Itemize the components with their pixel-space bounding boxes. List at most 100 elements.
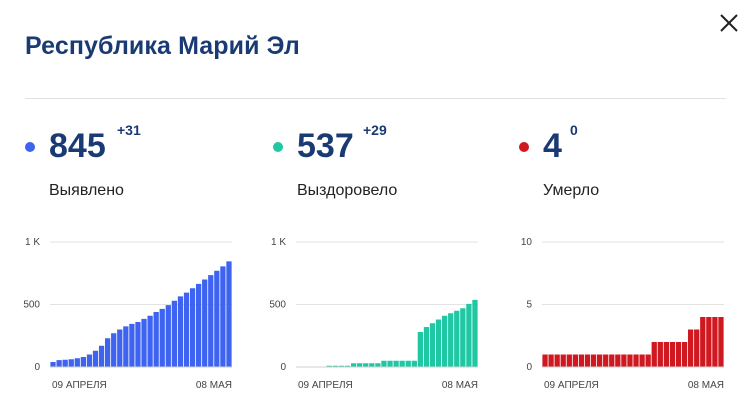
recovered-bar (363, 363, 369, 367)
deaths-dot-icon (519, 142, 529, 152)
deaths-bar (621, 354, 627, 367)
recovered-bar (460, 308, 466, 367)
deaths-y-tick-label: 5 (526, 300, 532, 311)
recovered-x-tick-label: 08 МАЯ (442, 380, 478, 391)
deaths-bar (627, 354, 633, 367)
close-icon[interactable] (716, 10, 742, 36)
recovered-bar (393, 360, 399, 367)
detected-label: Выявлено (49, 182, 124, 199)
recovered-count: 537 (297, 127, 354, 165)
deaths-bar (639, 354, 645, 367)
deaths-y-tick-label: 0 (526, 362, 532, 373)
deaths-bar (615, 354, 621, 367)
recovered-bar (417, 332, 423, 367)
detected-bar (129, 323, 135, 367)
detected-bar (153, 312, 159, 367)
deaths-bar (669, 342, 676, 367)
deaths-bar (578, 354, 585, 367)
detected-bar (56, 360, 62, 367)
recovered-bar (448, 313, 454, 367)
deaths-bar (590, 354, 597, 367)
deaths-bar (688, 329, 694, 367)
deaths-y-tick-label: 10 (521, 237, 533, 248)
recovered-bar (466, 303, 472, 367)
recovered-bar (357, 363, 363, 367)
detected-bar (117, 329, 123, 367)
detected-bar (141, 318, 147, 367)
deaths-label: Умерло (543, 182, 600, 199)
recovered-bar (399, 360, 405, 367)
deaths-bar (548, 354, 554, 367)
recovered-label: Выздоровело (297, 182, 398, 199)
recovered-y-tick-label: 0 (280, 362, 286, 373)
detected-bar (86, 354, 93, 367)
deaths-bar (584, 354, 591, 367)
detected-bar (171, 300, 177, 367)
deaths-bar (675, 342, 682, 367)
detected-count: 845 (49, 127, 106, 165)
recovered-bar (442, 315, 448, 367)
detected-y-tick-label: 1 K (25, 237, 40, 248)
detected-bar (147, 315, 153, 367)
deaths-bar (663, 342, 669, 367)
deaths-bar (651, 342, 657, 367)
detected-bar (165, 305, 171, 367)
detected-bar (202, 279, 208, 367)
recovered-bar (381, 360, 387, 367)
recovered-bar (454, 310, 460, 367)
recovered-bar (387, 360, 393, 367)
deaths-bar (700, 317, 706, 367)
deaths-bar (694, 329, 700, 367)
recovered-bar (375, 363, 381, 367)
deaths-bar (542, 354, 548, 367)
deaths-bar (645, 354, 651, 367)
recovered-bar (411, 360, 417, 367)
detected-bar (68, 359, 74, 367)
detected-y-tick-label: 0 (34, 362, 40, 373)
detected-delta: +31 (117, 122, 141, 138)
detected-bar (226, 261, 232, 367)
detected-bar (123, 326, 129, 367)
deaths-count: 4 (543, 127, 562, 165)
deaths-delta: 0 (570, 122, 578, 138)
recovered-y-tick-label: 1 K (271, 237, 286, 248)
stat-deaths: 4 0 Умерло (519, 120, 739, 210)
recovered-delta: +29 (363, 122, 387, 138)
recovered-bar (332, 365, 339, 367)
deaths-bar (657, 342, 663, 367)
deaths-bar (706, 317, 712, 367)
detected-bar (183, 292, 190, 367)
detected-bar (80, 357, 86, 367)
chart-recovered: 0 500 1 K 09 АПРЕЛЯ 08 МАЯ (266, 228, 486, 405)
detected-bar (189, 288, 196, 367)
detected-bar (135, 322, 141, 367)
detected-bar (111, 333, 117, 367)
detected-x-tick-label: 09 АПРЕЛЯ (52, 380, 107, 391)
divider (25, 98, 726, 99)
deaths-bar (572, 354, 578, 367)
detected-bar (50, 362, 56, 367)
deaths-bar (560, 354, 566, 367)
page-title: Республика Марий Эл (25, 32, 300, 60)
detected-bar (98, 345, 105, 367)
deaths-bar (609, 354, 615, 367)
recovered-bar (405, 360, 411, 367)
deaths-bar (603, 354, 609, 367)
detected-bar (159, 308, 165, 367)
recovered-bar (472, 299, 478, 367)
detected-bar (92, 350, 99, 367)
chart-detected: 0 500 1 K 09 АПРЕЛЯ 08 МАЯ (20, 228, 240, 405)
recovered-bar (435, 319, 442, 367)
detected-x-tick-label: 08 МАЯ (196, 380, 232, 391)
deaths-x-tick-label: 08 МАЯ (688, 380, 724, 391)
deaths-x-tick-label: 09 АПРЕЛЯ (544, 380, 599, 391)
recovered-dot-icon (273, 142, 283, 152)
deaths-bar (718, 317, 724, 367)
stat-recovered: 537 +29 Выздоровело (273, 120, 493, 210)
recovered-y-tick-label: 500 (269, 300, 286, 311)
detected-bar (105, 338, 111, 367)
recovered-bar (351, 363, 357, 367)
recovered-bar (338, 365, 345, 367)
chart-deaths: 0 5 10 09 АПРЕЛЯ 08 МАЯ (512, 228, 732, 405)
deaths-bar (633, 354, 639, 367)
